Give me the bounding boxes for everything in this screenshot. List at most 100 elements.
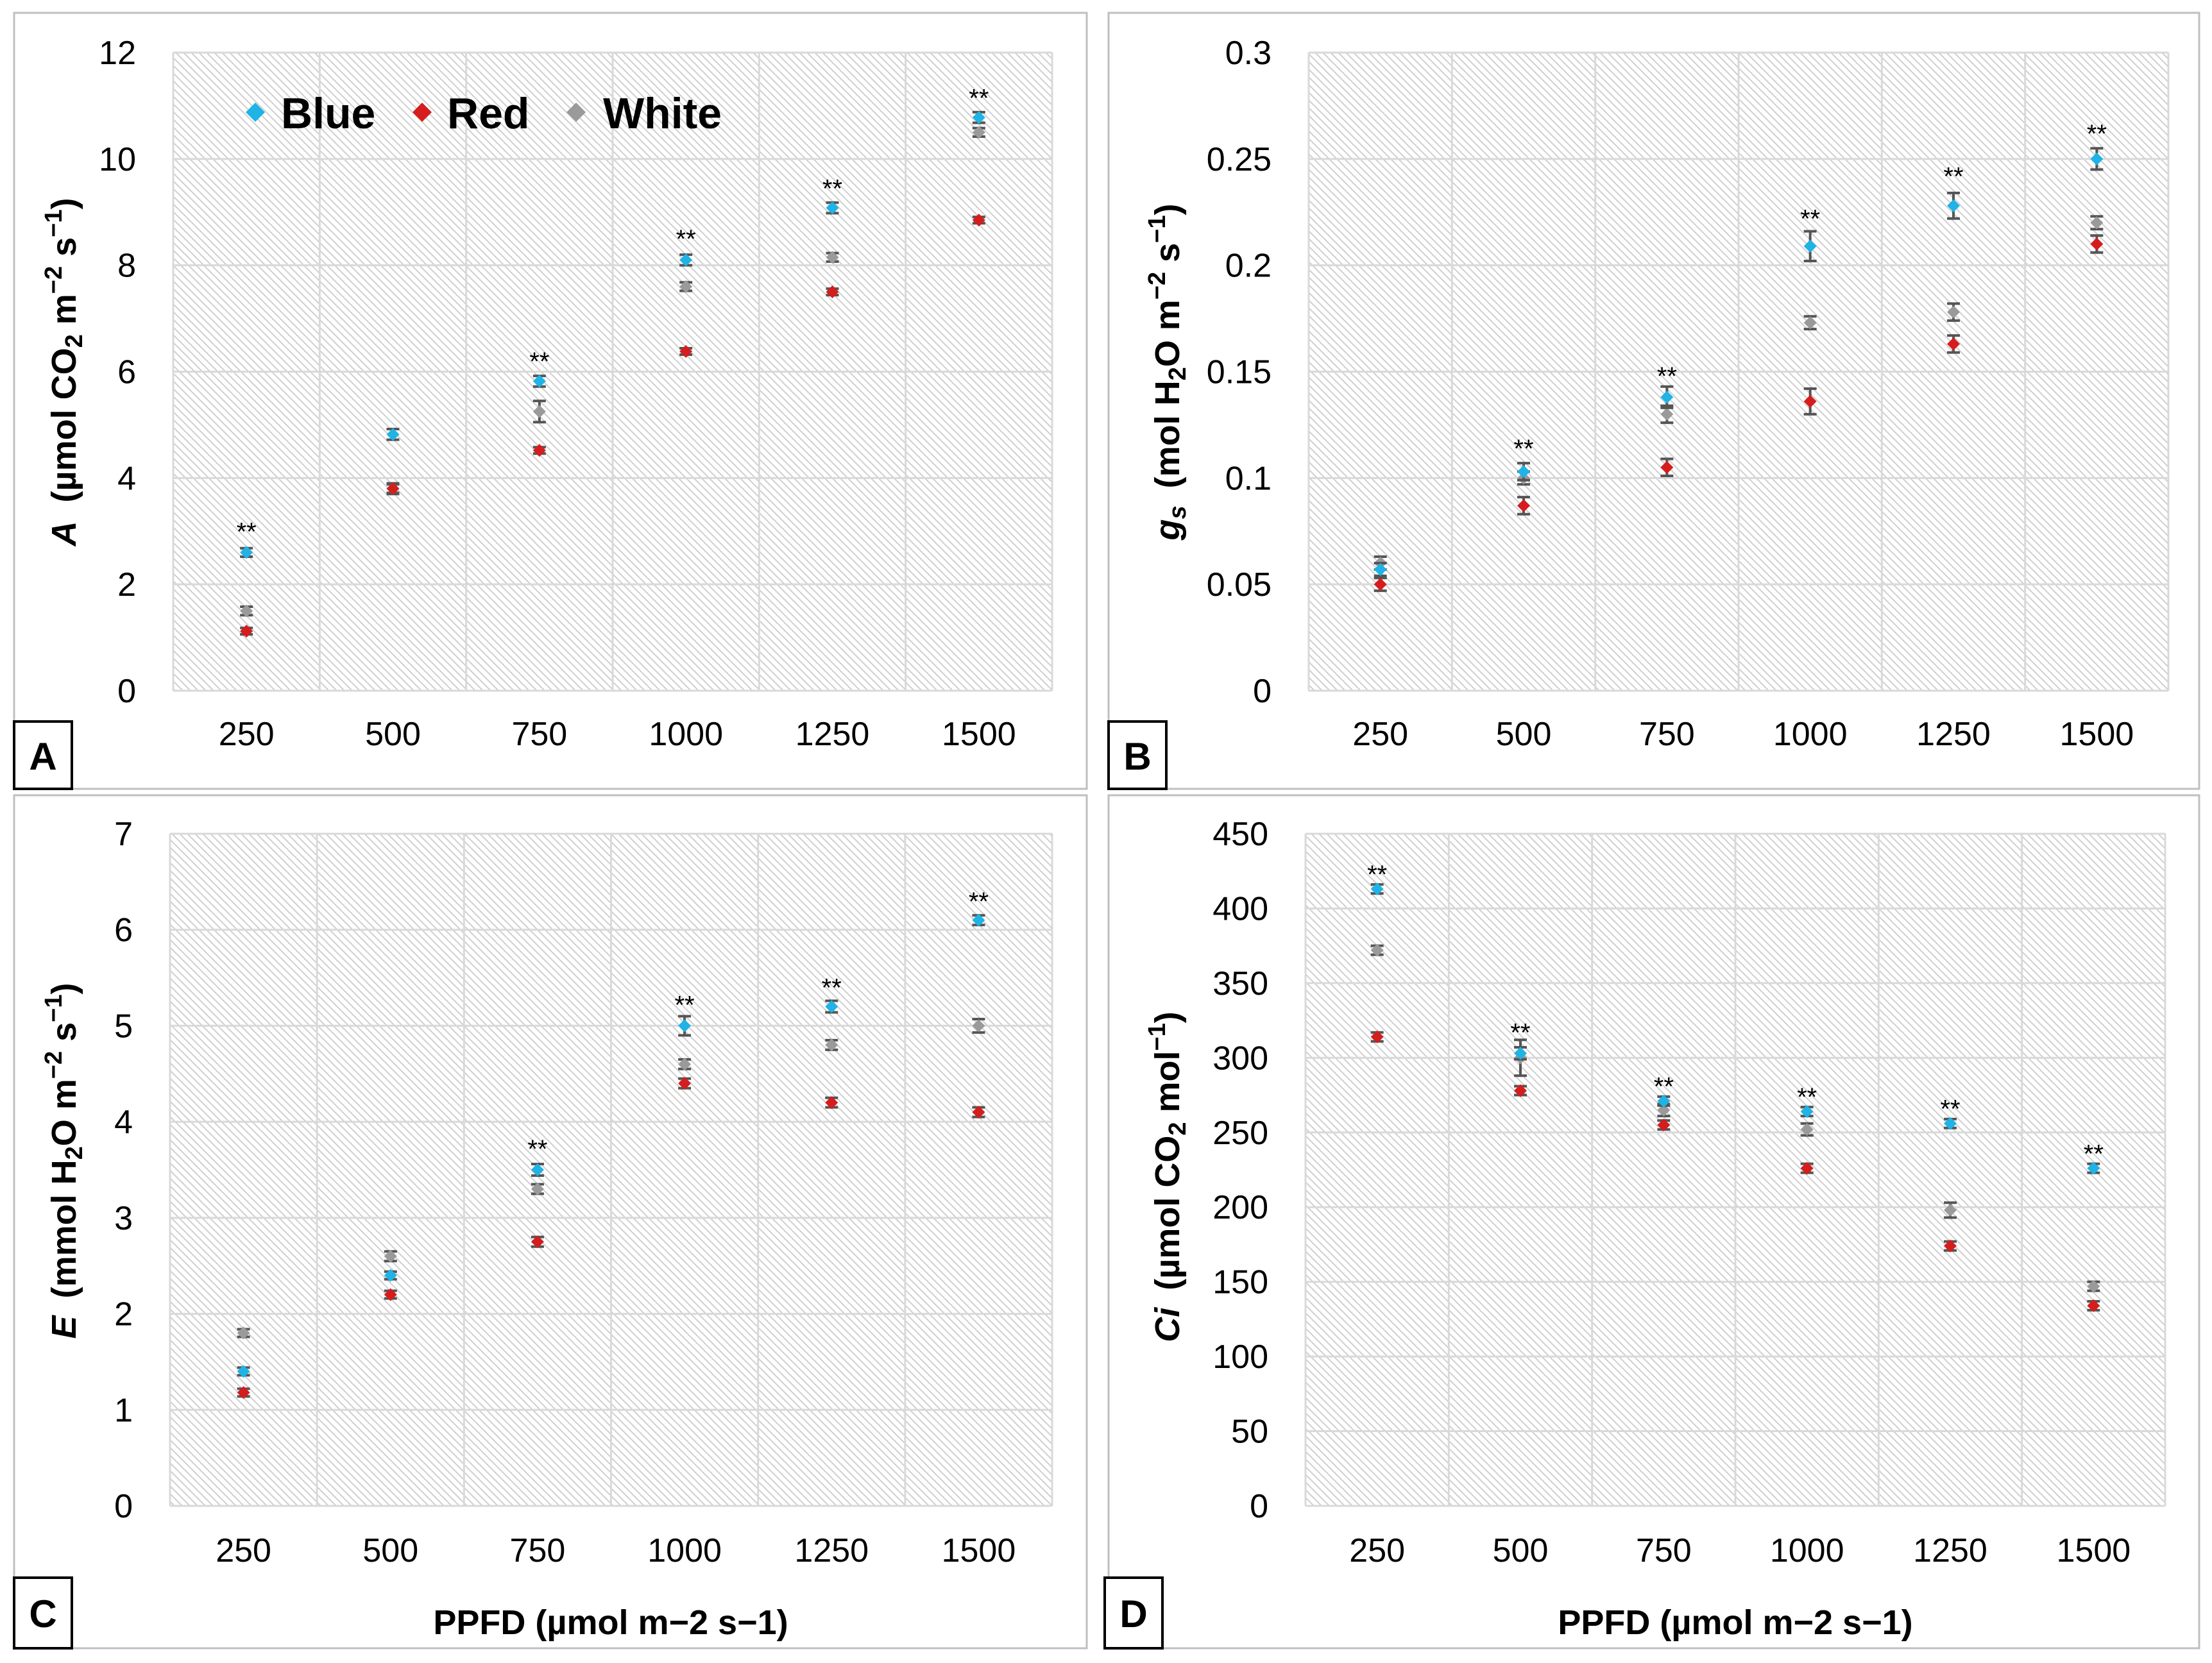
- y-tick-label: 4: [114, 1104, 133, 1141]
- y-tick-label: 100: [1212, 1338, 1268, 1376]
- point-blue: [972, 913, 985, 927]
- point-blue: [1370, 882, 1384, 896]
- point-red: [1657, 1119, 1671, 1132]
- point-white: [679, 280, 693, 293]
- significance-label: **: [2084, 1140, 2104, 1168]
- point-red: [826, 285, 839, 299]
- y-tick-label: 0.2: [1225, 248, 1272, 285]
- x-tick-label: 250: [1352, 716, 1408, 753]
- point-red: [1514, 1084, 1527, 1097]
- point-red: [384, 1288, 397, 1301]
- y-tick-label: 250: [1212, 1115, 1268, 1152]
- significance-label: **: [1513, 435, 1533, 463]
- point-red: [1947, 337, 1960, 351]
- point-white: [1947, 305, 1960, 319]
- y-tick-label: 0: [1250, 1488, 1268, 1525]
- point-white: [532, 405, 546, 418]
- panel-letter: A: [29, 735, 56, 778]
- point-red: [1517, 499, 1530, 512]
- x-tick-label: 750: [511, 716, 567, 753]
- x-tick-label: 750: [1639, 716, 1695, 753]
- y-tick-label: 200: [1212, 1189, 1268, 1226]
- y-tick-label: 6: [114, 912, 133, 949]
- y-axis-title: gs (mol H2O m−2 s−1): [1144, 203, 1193, 541]
- y-tick-label: 1: [114, 1392, 133, 1429]
- significance-label: **: [1800, 205, 1820, 233]
- legend-label-white: White: [603, 89, 722, 138]
- y-tick-label: 5: [114, 1008, 133, 1045]
- point-white: [1370, 943, 1384, 957]
- y-tick-label: 10: [99, 141, 136, 178]
- x-tick-label: 1500: [942, 716, 1016, 753]
- point-blue: [531, 1163, 544, 1176]
- x-tick-label: 1500: [2056, 1532, 2131, 1569]
- data-marks: ** ** ** ** ** **: [1367, 861, 2104, 1312]
- x-tick-label: 500: [362, 1532, 418, 1569]
- y-tick-label: 0.15: [1207, 354, 1272, 391]
- x-tick-label: 250: [1349, 1532, 1405, 1569]
- panel-b: ** ** ** ** ** 0 0.05 0.1 0.15 0.2 0.25 0.3 250 500…: [1107, 12, 2200, 790]
- panel-letter-box: [1103, 1576, 1164, 1650]
- point-white: [972, 126, 985, 139]
- x-tick-label: 500: [1496, 716, 1552, 753]
- significance-label: **: [237, 518, 257, 546]
- x-tick-labels: 250 500 750 1000 1250 1500: [219, 716, 1016, 753]
- point-red: [679, 344, 693, 358]
- point-red: [2087, 1299, 2100, 1312]
- point-blue: [1944, 1117, 1957, 1130]
- point-red: [1370, 1030, 1384, 1043]
- legend-marker-white: [566, 103, 586, 122]
- significance-label: **: [676, 225, 696, 253]
- y-tick-label: 150: [1212, 1264, 1268, 1301]
- gridlines: [1304, 832, 2166, 1507]
- significance-label: **: [2087, 120, 2107, 148]
- point-white: [678, 1058, 692, 1071]
- y-tick-label: 300: [1212, 1040, 1268, 1077]
- point-blue: [825, 1000, 838, 1013]
- y-tick-label: 4: [117, 460, 136, 497]
- y-tick-labels: 0 2 4 6 8 10 12: [99, 35, 136, 710]
- point-red: [532, 444, 546, 457]
- panel-letter-box: [1107, 720, 1168, 790]
- data-marks: ** ** ** ** **: [1374, 120, 2107, 593]
- y-tick-label: 0: [1253, 673, 1272, 710]
- point-blue: [1374, 562, 1387, 576]
- significance-label: **: [1654, 1073, 1674, 1101]
- significance-label: **: [1943, 162, 1963, 190]
- y-tick-label: 450: [1212, 816, 1268, 853]
- point-red: [1660, 460, 1674, 474]
- y-tick-labels: 0 50 100 150 200 250 300 350 400 450: [1212, 816, 1268, 1525]
- x-tick-label: 1000: [1773, 716, 1848, 753]
- y-tick-label: 7: [114, 816, 133, 853]
- point-blue: [2090, 152, 2104, 165]
- point-white: [1660, 407, 1674, 421]
- x-tick-label: 1000: [1770, 1532, 1844, 1569]
- point-red: [1374, 578, 1387, 591]
- point-blue: [237, 1365, 250, 1378]
- point-blue: [1803, 239, 1817, 253]
- significance-label: **: [527, 1135, 547, 1163]
- gridlines: [172, 51, 1053, 692]
- significance-label: **: [969, 84, 989, 112]
- x-tick-label: 1250: [1913, 1532, 1987, 1569]
- point-white: [826, 251, 839, 264]
- x-tick-labels: 250 500 750 1000 1250 1500: [216, 1532, 1016, 1569]
- point-blue: [678, 1019, 692, 1033]
- y-tick-label: 0.1: [1225, 460, 1272, 497]
- panel-border: [13, 794, 1088, 1650]
- significance-label: **: [1797, 1083, 1817, 1111]
- significance-label: **: [529, 348, 549, 376]
- point-red: [972, 214, 985, 227]
- point-white: [1803, 316, 1817, 330]
- point-red: [825, 1096, 838, 1110]
- y-axis-title: Ci (µmol CO2 mol−1): [1144, 1011, 1191, 1342]
- legend-marker-red: [413, 103, 432, 122]
- x-tick-label: 1000: [649, 716, 723, 753]
- panel-letter-box: [13, 720, 73, 790]
- y-tick-label: 0.25: [1207, 141, 1272, 178]
- y-tick-label: 0.3: [1225, 35, 1272, 72]
- point-white: [384, 1249, 397, 1263]
- significance-label: **: [1367, 861, 1387, 889]
- point-blue: [1657, 1094, 1671, 1108]
